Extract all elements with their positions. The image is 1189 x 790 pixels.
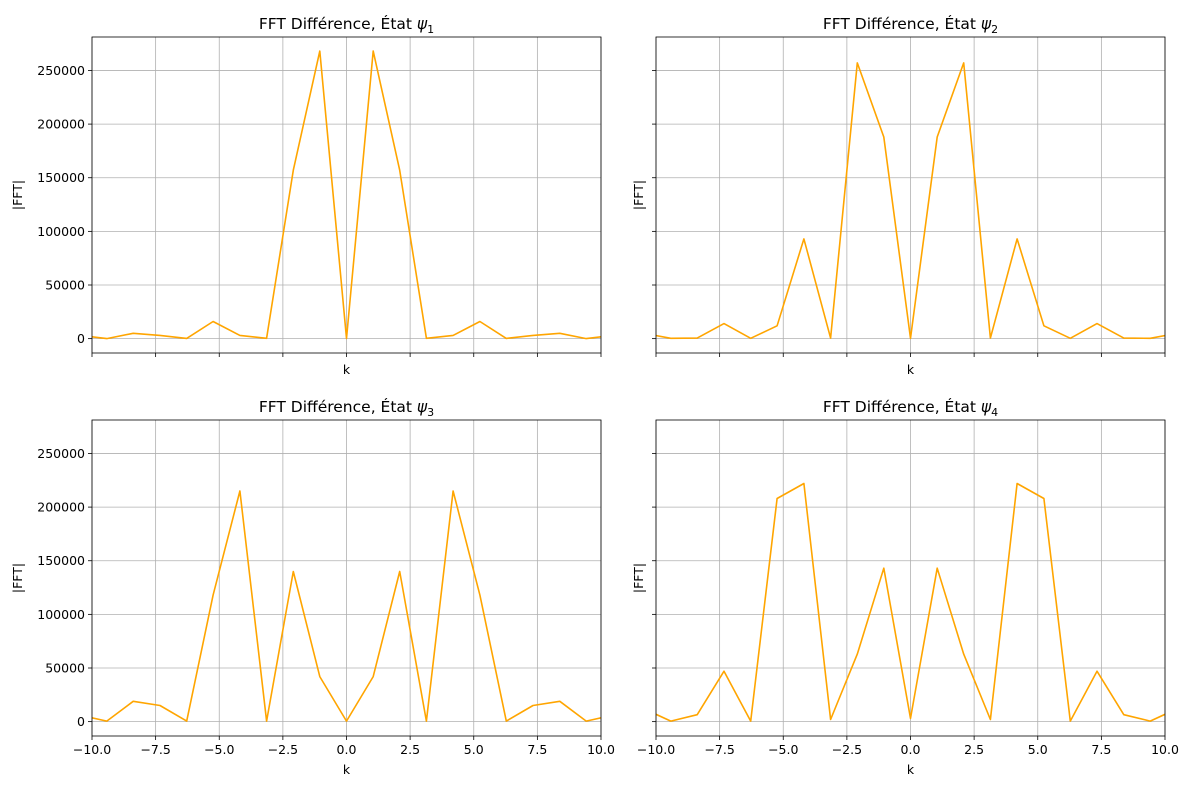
title-subscript: 1 bbox=[427, 23, 434, 36]
x-tick-label: −7.5 bbox=[140, 742, 170, 757]
y-tick-label: 250000 bbox=[37, 446, 85, 461]
subplot-title-text: FFT Différence, État bbox=[259, 397, 417, 416]
y-axis-label: |FFT| bbox=[631, 180, 646, 210]
title-subscript: 3 bbox=[427, 406, 434, 419]
subplot-3: −10.0 −7.5 −5.0 −2.5 0.0 2.5 5.0 7.5 10.0 0 50000 1… bbox=[10, 397, 615, 777]
psi-symbol: ψ bbox=[417, 398, 428, 416]
y-tick-label: 0 bbox=[77, 714, 85, 729]
series-line bbox=[656, 482, 1165, 722]
subplot-title: FFT Différence, État ψ2 bbox=[823, 14, 998, 36]
x-tick-label: −2.5 bbox=[832, 742, 862, 757]
y-tick-label: 50000 bbox=[45, 661, 85, 676]
title-subscript: 2 bbox=[991, 23, 998, 36]
subplot-title: FFT Différence, État ψ3 bbox=[259, 397, 434, 419]
x-axis-label: k bbox=[907, 362, 915, 377]
y-axis-label: |FFT| bbox=[10, 563, 25, 593]
subplot-title-text: FFT Différence, État bbox=[823, 397, 981, 416]
y-tick-label: 150000 bbox=[37, 170, 85, 185]
x-tick-label: −5.0 bbox=[204, 742, 234, 757]
x-tick-label: 5.0 bbox=[464, 742, 484, 757]
x-tick-label: 10.0 bbox=[587, 742, 615, 757]
x-tick-label: −2.5 bbox=[268, 742, 298, 757]
y-axis-label: |FFT| bbox=[631, 563, 646, 593]
subplot-title-text: FFT Différence, État bbox=[823, 14, 981, 33]
subplot-2: FFT Différence, État ψ2 k |FFT| bbox=[631, 14, 1166, 377]
y-tick-label: 100000 bbox=[37, 224, 85, 239]
x-tick-label: −5.0 bbox=[768, 742, 798, 757]
y-tick-label: 0 bbox=[77, 331, 85, 346]
axes-frame bbox=[655, 36, 1166, 354]
series-line bbox=[656, 62, 1165, 340]
subplot-title: FFT Différence, État ψ1 bbox=[259, 14, 434, 36]
subplot-1: 0 50000 100000 150000 200000 250000 FFT Différ… bbox=[10, 14, 602, 377]
y-axis-label: |FFT| bbox=[10, 180, 25, 210]
series-line bbox=[92, 490, 601, 722]
psi-symbol: ψ bbox=[981, 15, 992, 33]
x-tick-label: 5.0 bbox=[1028, 742, 1048, 757]
y-tick-label: 250000 bbox=[37, 63, 85, 78]
x-tick-label: −10.0 bbox=[637, 742, 675, 757]
x-tick-label: 7.5 bbox=[1091, 742, 1111, 757]
axes-frame bbox=[91, 419, 602, 737]
x-tick-label: 10.0 bbox=[1151, 742, 1179, 757]
x-tick-label: −7.5 bbox=[704, 742, 734, 757]
subplot-4: −10.0 −7.5 −5.0 −2.5 0.0 2.5 5.0 7.5 10.0 FFT Dif… bbox=[631, 397, 1179, 777]
title-subscript: 4 bbox=[991, 406, 998, 419]
y-tick-label: 50000 bbox=[45, 278, 85, 293]
x-tick-label: 7.5 bbox=[527, 742, 547, 757]
x-tick-label: 2.5 bbox=[400, 742, 420, 757]
subplot-title: FFT Différence, État ψ4 bbox=[823, 397, 998, 419]
psi-symbol: ψ bbox=[981, 398, 992, 416]
y-tick-label: 100000 bbox=[37, 607, 85, 622]
y-tick-label: 200000 bbox=[37, 500, 85, 515]
x-axis-label: k bbox=[343, 762, 351, 777]
psi-symbol: ψ bbox=[417, 15, 428, 33]
x-tick-label: 0.0 bbox=[337, 742, 357, 757]
axes-frame bbox=[655, 419, 1166, 737]
y-tick-label: 200000 bbox=[37, 117, 85, 132]
series-line bbox=[92, 50, 601, 340]
x-axis-label: k bbox=[343, 362, 351, 377]
x-tick-label: 2.5 bbox=[964, 742, 984, 757]
y-tick-label: 150000 bbox=[37, 553, 85, 568]
axes-frame bbox=[91, 36, 602, 354]
subplot-title-text: FFT Différence, État bbox=[259, 14, 417, 33]
x-tick-label: 0.0 bbox=[901, 742, 921, 757]
x-tick-label: −10.0 bbox=[73, 742, 111, 757]
x-axis-label: k bbox=[907, 762, 915, 777]
